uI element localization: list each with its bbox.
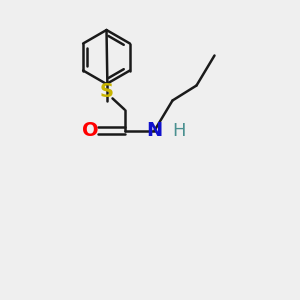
Text: O: O: [82, 121, 98, 140]
Text: S: S: [100, 82, 113, 101]
Text: N: N: [146, 121, 163, 140]
Text: H: H: [172, 122, 185, 140]
